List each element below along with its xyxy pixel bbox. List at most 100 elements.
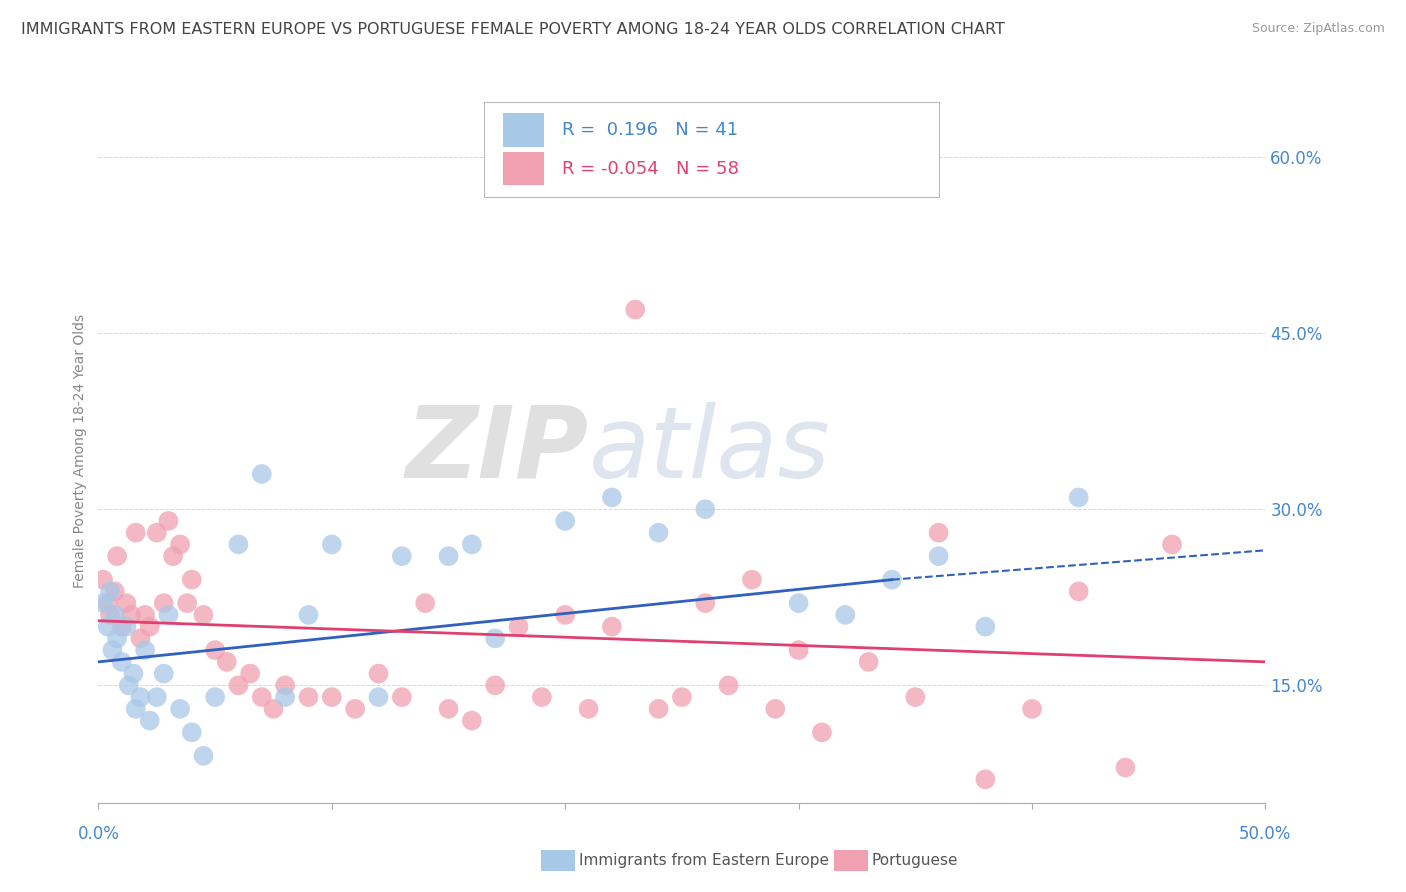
Point (974, 620, 997, 634)
Point (215, 655, 238, 669)
Point (554, 607, 576, 622)
Point (461, 537, 484, 551)
Point (763, 702, 786, 716)
Point (1067, 584, 1090, 599)
Point (146, 525, 169, 540)
Point (695, 596, 717, 610)
Point (125, 525, 148, 540)
Point (152, 596, 174, 610)
Point (104, 607, 127, 622)
Point (928, 525, 950, 540)
Point (1161, 537, 1184, 551)
Point (111, 655, 134, 669)
Text: 50.0%: 50.0% (1239, 825, 1292, 843)
Point (297, 607, 319, 622)
Point (134, 643, 156, 657)
Point (193, 607, 215, 622)
Text: Portuguese: Portuguese (872, 854, 959, 868)
Point (484, 678, 506, 692)
Point (554, 514, 576, 528)
Text: 0.0%: 0.0% (77, 825, 120, 843)
Point (105, 549, 128, 564)
Point (367, 666, 389, 681)
Point (344, 702, 367, 716)
Point (111, 620, 134, 634)
Point (274, 690, 297, 705)
Text: R =  0.196   N = 41: R = 0.196 N = 41 (562, 120, 738, 139)
Point (530, 690, 553, 705)
Text: atlas: atlas (589, 402, 830, 499)
Point (101, 643, 124, 657)
Point (787, 643, 810, 657)
Point (1114, 760, 1136, 774)
Point (262, 702, 284, 716)
Point (250, 467, 273, 481)
Point (928, 549, 950, 564)
Point (122, 666, 145, 681)
Point (717, 678, 740, 692)
Point (858, 655, 880, 669)
Point (180, 725, 202, 739)
Point (578, 702, 600, 716)
Point (811, 725, 834, 739)
Point (169, 537, 191, 551)
Point (139, 714, 162, 728)
Point (98, 607, 121, 622)
Point (391, 690, 413, 705)
Point (97, 620, 120, 634)
Point (695, 502, 717, 516)
Bar (503, 113, 544, 146)
Point (600, 491, 623, 505)
Point (157, 607, 180, 622)
Point (91, 596, 114, 610)
Point (125, 702, 148, 716)
Point (1021, 702, 1043, 716)
Point (508, 620, 530, 634)
Point (367, 690, 389, 705)
Text: ZIP: ZIP (405, 402, 589, 499)
Point (228, 678, 250, 692)
Point (834, 607, 856, 622)
Text: IMMIGRANTS FROM EASTERN EUROPE VS PORTUGUESE FEMALE POVERTY AMONG 18-24 YEAR OLD: IMMIGRANTS FROM EASTERN EUROPE VS PORTUG… (21, 22, 1005, 37)
Point (115, 620, 138, 634)
Text: Source: ZipAtlas.com: Source: ZipAtlas.com (1251, 22, 1385, 36)
Point (600, 620, 623, 634)
Point (157, 514, 180, 528)
Point (321, 537, 343, 551)
Point (162, 549, 184, 564)
Point (91, 573, 114, 587)
Point (118, 678, 141, 692)
Point (880, 573, 903, 587)
Point (787, 596, 810, 610)
Point (104, 584, 127, 599)
Point (741, 573, 763, 587)
Point (391, 549, 413, 564)
Point (152, 666, 174, 681)
FancyBboxPatch shape (484, 102, 939, 197)
Point (176, 596, 198, 610)
Point (129, 690, 152, 705)
Point (139, 620, 162, 634)
Point (671, 690, 693, 705)
Point (134, 607, 156, 622)
Point (647, 525, 669, 540)
Point (974, 772, 997, 787)
Point (904, 690, 927, 705)
Bar (503, 152, 544, 186)
Point (647, 702, 669, 716)
Point (228, 537, 250, 551)
Point (297, 690, 319, 705)
Point (437, 702, 460, 716)
Point (120, 607, 142, 622)
Point (250, 690, 273, 705)
Text: Immigrants from Eastern Europe: Immigrants from Eastern Europe (579, 854, 830, 868)
Point (274, 678, 297, 692)
Point (180, 573, 202, 587)
Point (115, 596, 138, 610)
Point (146, 690, 169, 705)
Point (413, 596, 436, 610)
Point (97, 596, 120, 610)
Point (204, 643, 226, 657)
Point (193, 748, 215, 763)
Point (129, 632, 152, 646)
